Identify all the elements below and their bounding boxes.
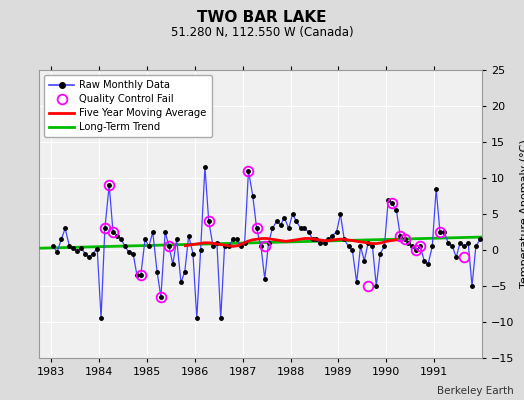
Text: Berkeley Earth: Berkeley Earth (437, 386, 514, 396)
Y-axis label: Temperature Anomaly (°C): Temperature Anomaly (°C) (520, 140, 524, 288)
Legend: Raw Monthly Data, Quality Control Fail, Five Year Moving Average, Long-Term Tren: Raw Monthly Data, Quality Control Fail, … (45, 75, 212, 137)
Text: 51.280 N, 112.550 W (Canada): 51.280 N, 112.550 W (Canada) (171, 26, 353, 39)
Text: TWO BAR LAKE: TWO BAR LAKE (197, 10, 327, 25)
